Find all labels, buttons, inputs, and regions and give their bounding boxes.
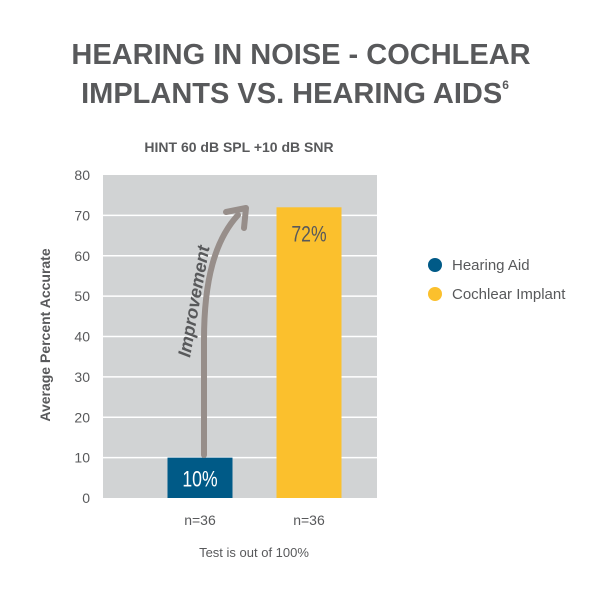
y-tick-label: 40 xyxy=(74,329,90,345)
y-tick-label: 60 xyxy=(74,248,90,264)
y-tick-label: 10 xyxy=(74,450,90,466)
title-superscript: 6 xyxy=(502,78,509,92)
bar-cochlear-implant xyxy=(276,207,342,499)
chart-title-line1: HEARING IN NOISE - COCHLEAR xyxy=(71,39,530,71)
y-tick-label: 80 xyxy=(74,167,90,183)
n-label: n=36 xyxy=(184,512,216,528)
legend-label: Cochlear Implant xyxy=(452,286,566,303)
y-tick-label: 50 xyxy=(74,288,90,304)
y-axis-label: Average Percent Accurate xyxy=(37,248,53,421)
legend-label: Hearing Aid xyxy=(452,257,530,274)
bar-hearing-aid xyxy=(167,457,233,498)
x-axis-label: Test is out of 100% xyxy=(199,545,309,560)
improvement-arrow xyxy=(201,212,241,458)
legend-swatch xyxy=(428,258,442,272)
y-tick-label: 30 xyxy=(74,369,90,385)
improvement-arrow-head xyxy=(223,205,249,231)
y-tick-label: 70 xyxy=(74,207,90,223)
legend-swatch xyxy=(428,287,442,301)
chart-subtitle: HINT 60 dB SPL +10 dB SNR xyxy=(144,139,333,155)
y-tick-label: 0 xyxy=(82,490,90,506)
data-label: 10% xyxy=(182,468,217,492)
chart-title-line2: IMPLANTS VS. HEARING AIDS6 xyxy=(81,78,509,110)
n-label: n=36 xyxy=(293,512,325,528)
y-tick-label: 20 xyxy=(74,409,90,425)
data-label: 72% xyxy=(291,223,326,247)
